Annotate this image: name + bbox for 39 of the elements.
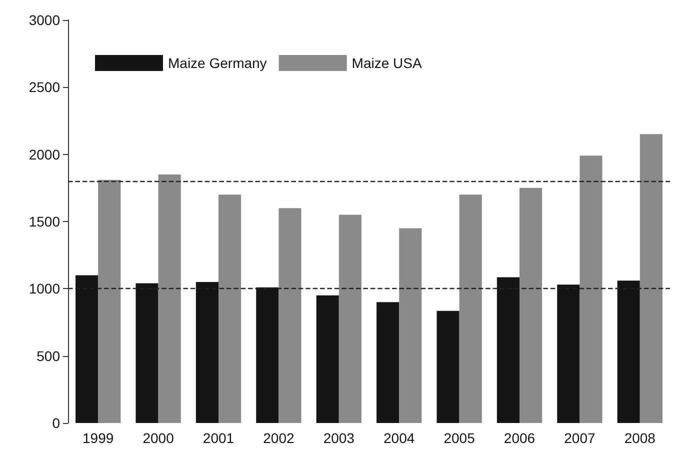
x-tick-label: 2008 [624,430,656,446]
bar [376,302,400,423]
bar [640,134,662,423]
bar [557,284,580,423]
bar [136,283,158,423]
bar [76,275,98,423]
y-tick-label: 1500 [28,214,60,230]
legend-label: Maize Germany [168,55,267,71]
x-tick-label: 2006 [504,430,536,446]
x-tick-label: 1999 [82,430,114,446]
bar [98,180,121,423]
bar [520,188,542,423]
y-tick-label: 2500 [28,79,60,96]
x-tick-label: 2002 [263,430,294,446]
y-tick-label: 2000 [28,146,60,162]
bar [158,174,181,423]
x-tick-label: 2005 [444,430,476,446]
bar [196,282,218,423]
bar [256,287,279,423]
x-tick-label: 2007 [564,430,596,446]
bar [617,280,640,423]
bar [580,156,602,423]
legend-label: Maize USA [352,55,422,71]
bar [459,194,482,423]
bar [278,208,302,423]
x-tick-label: 2000 [142,430,174,446]
bar [338,214,362,423]
y-tick-label: 0 [52,415,60,431]
x-tick-label: 2003 [323,430,355,446]
x-tick-label: 2001 [202,430,234,446]
y-tick-label: 3000 [28,12,60,28]
bar [218,194,242,423]
x-tick-label: 2004 [384,430,415,446]
bar [436,310,460,423]
y-tick-label: 1000 [28,280,60,297]
y-tick-label: 500 [36,348,60,364]
bar [316,295,339,423]
bar [496,277,520,423]
bar [399,228,422,423]
